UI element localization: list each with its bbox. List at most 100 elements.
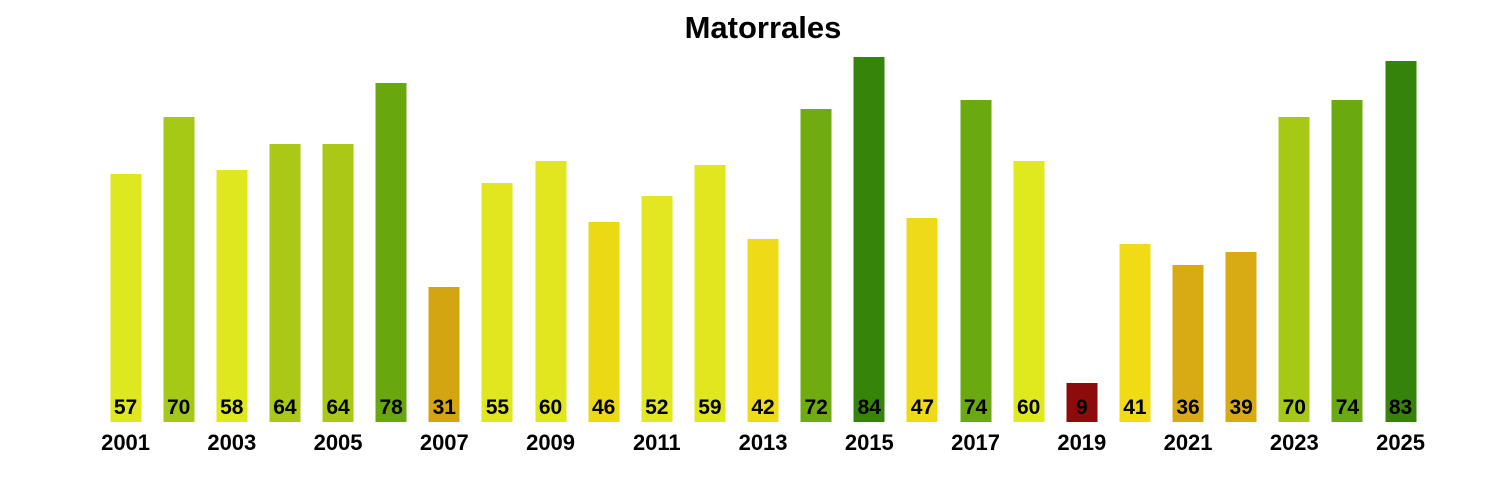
bar-2003 [216,170,248,422]
x-tick-2008 [471,432,524,454]
bar-slot-2022: 39 [1215,0,1268,422]
bar-value-label-2023: 70 [1282,396,1306,419]
x-tick-2017: 2017 [951,430,1001,455]
x-tick-2015: 2015 [844,430,894,455]
bar-value-label-2014: 72 [804,396,828,419]
x-tick-2005: 2005 [313,430,363,455]
bar-value-label-2019: 9 [1075,396,1088,419]
bar-2024 [1331,100,1363,422]
bar-2001 [110,174,142,422]
bar-2009 [535,161,567,422]
bar-2017 [960,100,992,422]
x-tick-2016 [896,432,949,454]
bar-value-label-2020: 41 [1123,396,1147,419]
x-tick-2012 [683,432,736,454]
bar-slot-2013: 42 [737,0,790,422]
bar-slot-2001: 57 [99,0,152,422]
x-tick-2009: 2009 [526,430,576,455]
bar-2023 [1278,117,1310,422]
bar-value-label-2025: 83 [1388,396,1413,419]
x-axis: 2001 2003 2005 2007 2009 2011 2013 2015 2017 2019… [99,432,1427,454]
bar-slot-2021: 36 [1162,0,1215,422]
bar-value-label-2006: 78 [379,396,403,419]
bar-slot-2016: 47 [896,0,949,422]
bar-slot-2002: 70 [152,0,205,422]
bar-slot-2012: 59 [683,0,736,422]
bar-value-label-2016: 47 [910,396,935,419]
bar-value-label-2011: 52 [645,396,669,419]
bar-2007 [428,287,460,422]
bar-slot-2015: 84 [843,0,896,422]
bar-value-label-2001: 57 [113,396,138,419]
bar-slot-2019: 9 [1055,0,1108,422]
bar-value-label-2002: 70 [167,396,191,419]
bar-2025 [1385,61,1417,422]
bar-value-label-2005: 64 [326,396,350,419]
bar-value-label-2022: 39 [1229,396,1253,419]
x-tick-2025: 2025 [1376,430,1426,455]
bar-slot-2007: 31 [418,0,471,422]
bar-slot-2018: 60 [1002,0,1055,422]
bar-2018 [1013,161,1045,422]
bar-value-label-2021: 36 [1176,396,1200,419]
bar-value-label-2012: 59 [698,396,722,419]
bar-2016 [906,218,938,422]
chart-title: Matorrales [684,10,842,45]
bar-2006 [375,83,407,422]
bar-value-label-2004: 64 [273,396,297,419]
x-tick-2024 [1321,432,1374,454]
bar-slot-2020: 41 [1108,0,1161,422]
x-tick-2022 [1215,432,1268,454]
bar-slot-2025: 83 [1374,0,1427,422]
bar-2004 [269,144,301,422]
x-tick-2020 [1108,432,1161,454]
bar-2012 [694,165,726,422]
bar-value-label-2010: 46 [592,396,616,419]
x-tick-2006 [365,432,418,454]
x-tick-2007: 2007 [419,430,469,455]
bar-value-label-2009: 60 [538,396,563,419]
bar-2020 [1119,244,1151,422]
x-tick-2023: 2023 [1269,430,1319,455]
x-tick-2010 [577,432,630,454]
bar-slot-2009: 60 [524,0,577,422]
bar-value-label-2018: 60 [1017,396,1041,419]
x-tick-2011: 2011 [632,430,681,455]
bar-slot-2005: 64 [312,0,365,422]
x-tick-2021: 2021 [1163,430,1213,455]
bar-slot-2024: 74 [1321,0,1374,422]
x-tick-2014 [790,432,843,454]
x-tick-2001: 2001 [101,430,151,455]
plot-area: 57 70 58 64 64 78 31 55 60 46 52 59 42 72 84 47 74 60 9 41 3… [99,0,1427,422]
bar-2010 [588,222,620,422]
bar-2022 [1225,252,1257,422]
x-tick-2013: 2013 [738,430,788,455]
bar-slot-2017: 74 [949,0,1002,422]
bar-value-label-2007: 31 [432,396,456,419]
bar-slot-2008: 55 [471,0,524,422]
x-tick-2002 [152,432,205,454]
bar-slot-2003: 58 [205,0,258,422]
bar-2015 [853,57,885,422]
bar-value-label-2024: 74 [1335,396,1360,419]
bar-2021 [1172,265,1204,422]
x-tick-2003: 2003 [207,430,257,455]
x-tick-2004 [258,432,311,454]
bar-slot-2010: 46 [577,0,630,422]
bar-slot-2004: 64 [258,0,311,422]
bar-slot-2014: 72 [790,0,843,422]
bar-2011 [641,196,673,422]
bar-value-label-2017: 74 [963,396,988,419]
bar-value-label-2013: 42 [751,396,775,419]
bar-slot-2006: 78 [365,0,418,422]
bar-slot-2011: 52 [630,0,683,422]
bar-2013 [747,239,779,422]
bar-2014 [800,109,832,422]
bar-2008 [481,183,513,422]
x-tick-2018 [1002,432,1055,454]
bar-value-label-2008: 55 [485,396,510,419]
bar-value-label-2015: 84 [857,396,881,419]
bar-2002 [163,117,195,422]
bar-slot-2023: 70 [1268,0,1321,422]
